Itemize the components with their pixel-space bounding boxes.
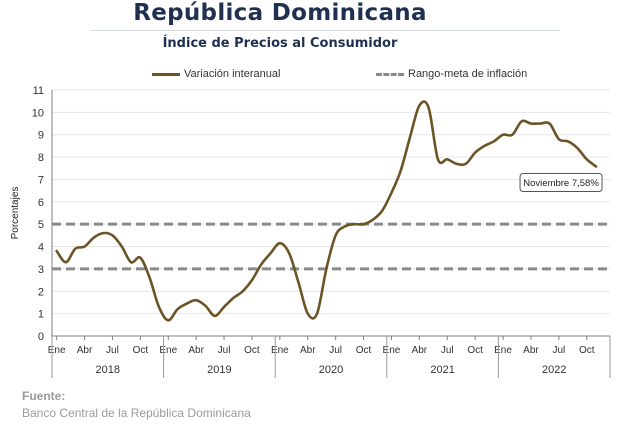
x-tick-label-2019-Abr: Abr (188, 345, 204, 356)
y-tick-label-2: 2 (38, 286, 44, 298)
x-tick-label-2022-Abr: Abr (523, 345, 539, 356)
annotation-label: Noviembre 7,58% (523, 178, 599, 189)
y-tick-label-10: 10 (32, 107, 44, 119)
year-label-2022: 2022 (542, 364, 566, 376)
page-title: República Dominicana (133, 0, 427, 26)
y-axis-label: Porcentajes (10, 187, 21, 240)
x-tick-label-2018-Jul: Jul (106, 345, 119, 356)
x-tick-label-2019-Ene: Ene (159, 345, 177, 356)
year-label-2020: 2020 (319, 364, 343, 376)
x-tick-label-2022-Jul: Jul (552, 345, 565, 356)
chart-legend: Variación interanual Rango-meta de infla… (0, 68, 640, 88)
y-tick-label-4: 4 (38, 242, 44, 254)
y-tick-label-11: 11 (33, 85, 44, 97)
x-tick-label-2022-Ene: Ene (494, 345, 512, 356)
x-tick-label-2021-Oct: Oct (467, 345, 483, 356)
x-tick-label-2022-Oct: Oct (579, 345, 595, 356)
title-divider (90, 30, 560, 31)
y-tick-label-3: 3 (38, 264, 44, 276)
x-tick-label-2019-Jul: Jul (218, 345, 231, 356)
x-tick-label-2020-Abr: Abr (300, 345, 316, 356)
x-tick-label-2019-Oct: Oct (244, 345, 260, 356)
x-tick-label-2018-Ene: Ene (48, 345, 66, 356)
x-tick-label-2021-Ene: Ene (383, 345, 401, 356)
source-text: Banco Central de la República Dominicana (22, 406, 251, 420)
year-label-2019: 2019 (207, 364, 231, 376)
chart-subtitle: Índice de Precios al Consumidor (162, 36, 398, 51)
y-tick-label-7: 7 (38, 174, 44, 186)
series-line-variacion-interanual (55, 100, 598, 322)
x-tick-label-2020-Oct: Oct (356, 345, 372, 356)
x-tick-label-2021-Abr: Abr (412, 345, 428, 356)
legend-swatch-dashed (376, 72, 404, 76)
legend-label-rango-meta: Rango-meta de inflación (408, 68, 528, 80)
year-label-2021: 2021 (430, 364, 454, 376)
y-tick-label-1: 1 (38, 309, 44, 321)
y-tick-label-6: 6 (38, 197, 44, 209)
x-tick-label-2021-Jul: Jul (441, 345, 454, 356)
x-tick-label-2020-Ene: Ene (271, 345, 289, 356)
legend-item-variacion: Variación interanual (152, 68, 280, 80)
legend-swatch-solid (152, 72, 180, 76)
x-tick-label-2018-Abr: Abr (77, 345, 93, 356)
x-tick-label-2018-Oct: Oct (133, 345, 149, 356)
annotation-box (519, 172, 603, 192)
source-label: Fuente: (22, 389, 66, 403)
x-tick-label-2020-Jul: Jul (329, 345, 342, 356)
legend-label-variacion: Variación interanual (184, 68, 281, 80)
legend-item-rango-meta: Rango-meta de inflación (376, 68, 527, 80)
y-tick-label-8: 8 (38, 152, 44, 164)
y-tick-label-9: 9 (38, 130, 44, 142)
y-tick-label-0: 0 (38, 331, 44, 343)
y-tick-label-5: 5 (38, 219, 44, 231)
year-label-2018: 2018 (96, 364, 120, 376)
